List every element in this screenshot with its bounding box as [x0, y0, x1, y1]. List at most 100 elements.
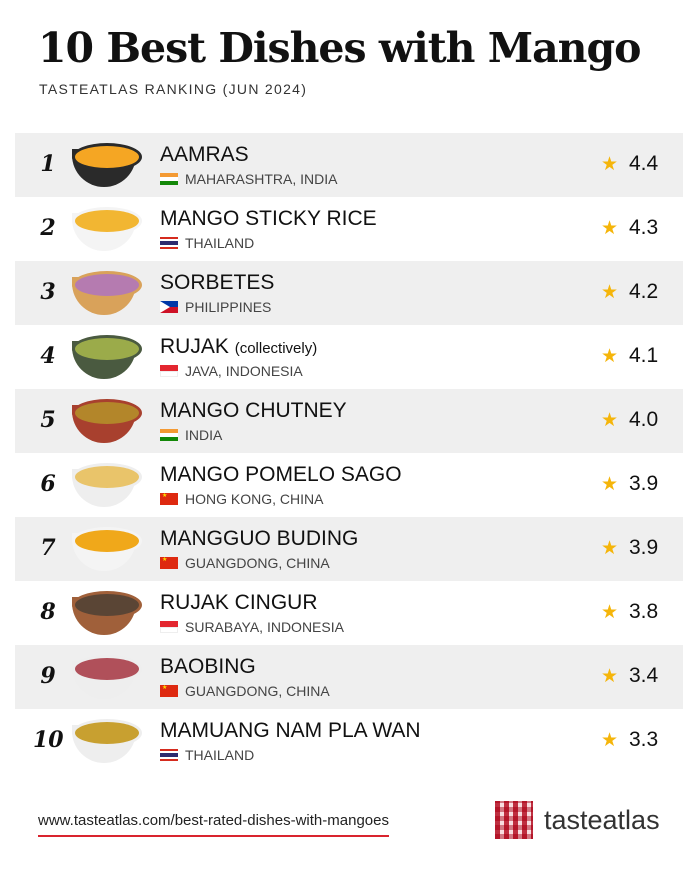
dish-row[interactable]: 1 AAMRAS MAHARASHTRA, INDIA ★ 4.4 [15, 133, 683, 197]
rating-value: 4.0 [629, 408, 659, 431]
rank-number: 8 [40, 599, 56, 625]
source-link[interactable]: www.tasteatlas.com/best-rated-dishes-wit… [38, 812, 389, 837]
dish-name-text: MAMUANG NAM PLA WAN [160, 719, 421, 742]
china-flag-icon: ★ [160, 557, 178, 569]
dish-image [70, 139, 142, 189]
dish-name-text: SORBETES [160, 271, 275, 294]
dish-image [70, 523, 142, 573]
logo-text: tasteatlas [544, 804, 660, 835]
dish-name-text: MANGO CHUTNEY [160, 399, 347, 422]
rank-number: 7 [40, 535, 56, 561]
dish-name-text: BAOBING [160, 655, 256, 678]
origin-text: INDIA [185, 427, 223, 443]
dish-row[interactable]: 3 SORBETES PHILIPPINES ★ 4.2 [15, 261, 683, 325]
dish-origin: ★ GUANGDONG, CHINA [160, 555, 330, 571]
rating-value: 3.3 [629, 728, 659, 751]
origin-text: GUANGDONG, CHINA [185, 683, 330, 699]
dish-image [70, 267, 142, 317]
dish-origin: PHILIPPINES [160, 299, 271, 315]
star-icon: ★ [601, 282, 619, 303]
dish-name[interactable]: RUJAK (collectively) [160, 335, 317, 359]
dish-name[interactable]: AAMRAS [160, 143, 249, 167]
dish-name[interactable]: MANGO CHUTNEY [160, 399, 347, 423]
star-icon: ★ [601, 410, 619, 431]
rank-number: 2 [40, 215, 56, 241]
rank-number: 6 [40, 471, 56, 497]
china-flag-icon: ★ [160, 685, 178, 697]
star-icon: ★ [601, 218, 619, 239]
dish-origin: THAILAND [160, 747, 254, 763]
dish-image [70, 715, 142, 765]
rank-number: 9 [40, 663, 56, 689]
dish-row[interactable]: 7 MANGGUO BUDING ★ GUANGDONG, CHINA ★ 3.9 [15, 517, 683, 581]
star-icon: ★ [601, 346, 619, 367]
rank-number: 1 [40, 151, 56, 177]
china-flag-icon: ★ [160, 493, 178, 505]
dish-origin: THAILAND [160, 235, 254, 251]
rank-number: 10 [33, 727, 64, 753]
dish-name-text: RUJAK CINGUR [160, 591, 318, 614]
philippines-flag-icon [160, 301, 178, 313]
star-icon: ★ [601, 538, 619, 559]
dish-image [70, 459, 142, 509]
dish-name[interactable]: MANGO POMELO SAGO [160, 463, 402, 487]
rank-number: 3 [40, 279, 56, 305]
dish-name-text: AAMRAS [160, 143, 249, 166]
dish-name[interactable]: RUJAK CINGUR [160, 591, 318, 615]
dish-list: 1 AAMRAS MAHARASHTRA, INDIA ★ 4.4 2 MANGO… [15, 133, 683, 773]
dish-origin: MAHARASHTRA, INDIA [160, 171, 337, 187]
india-flag-icon [160, 429, 178, 441]
dish-row[interactable]: 5 MANGO CHUTNEY INDIA ★ 4.0 [15, 389, 683, 453]
star-icon: ★ [601, 474, 619, 495]
dish-row[interactable]: 6 MANGO POMELO SAGO ★ HONG KONG, CHINA ★ … [15, 453, 683, 517]
dish-name[interactable]: MANGGUO BUDING [160, 527, 358, 551]
page-title: 10 Best Dishes with Mango [38, 24, 641, 72]
dish-image [70, 203, 142, 253]
dish-name[interactable]: MAMUANG NAM PLA WAN [160, 719, 421, 743]
dish-name[interactable]: BAOBING [160, 655, 256, 679]
rating-value: 4.4 [629, 152, 659, 175]
dish-row[interactable]: 9 BAOBING ★ GUANGDONG, CHINA ★ 3.4 [15, 645, 683, 709]
dish-name[interactable]: SORBETES [160, 271, 274, 295]
dish-origin: ★ GUANGDONG, CHINA [160, 683, 330, 699]
dish-origin: ★ HONG KONG, CHINA [160, 491, 323, 507]
dish-note: (collectively) [234, 340, 318, 357]
indonesia-flag-icon [160, 621, 178, 633]
dish-image [70, 395, 142, 445]
rating-value: 3.4 [629, 664, 659, 687]
dish-row[interactable]: 8 RUJAK CINGUR SURABAYA, INDONESIA ★ 3.8 [15, 581, 683, 645]
dish-image [70, 587, 142, 637]
dish-name-text: MANGO POMELO SAGO [160, 463, 402, 486]
origin-text: PHILIPPINES [185, 299, 272, 315]
rating-value: 3.9 [629, 472, 659, 495]
origin-text: GUANGDONG, CHINA [185, 555, 330, 571]
dish-origin: SURABAYA, INDONESIA [160, 619, 344, 635]
rating-value: 4.3 [629, 216, 659, 239]
star-icon: ★ [601, 602, 619, 623]
dish-name[interactable]: MANGO STICKY RICE [160, 207, 377, 231]
india-flag-icon [160, 173, 178, 185]
dish-origin: JAVA, INDONESIA [160, 363, 303, 379]
dish-name-text: MANGO STICKY RICE [160, 207, 377, 230]
origin-text: MAHARASHTRA, INDIA [185, 171, 338, 187]
origin-text: JAVA, INDONESIA [185, 363, 303, 379]
thailand-flag-icon [160, 749, 178, 761]
dish-name-text: MANGGUO BUDING [160, 527, 359, 550]
thailand-flag-icon [160, 237, 178, 249]
origin-text: SURABAYA, INDONESIA [185, 619, 344, 635]
indonesia-flag-icon [160, 365, 178, 377]
dish-row[interactable]: 4 RUJAK (collectively) JAVA, INDONESIA ★… [15, 325, 683, 389]
rating-value: 3.9 [629, 536, 659, 559]
star-icon: ★ [601, 666, 619, 687]
checkered-logo-icon [495, 801, 533, 839]
rating-value: 4.2 [629, 280, 659, 303]
rank-number: 5 [40, 407, 56, 433]
dish-image [70, 331, 142, 381]
origin-text: THAILAND [185, 747, 255, 763]
origin-text: HONG KONG, CHINA [185, 491, 324, 507]
dish-row[interactable]: 2 MANGO STICKY RICE THAILAND ★ 4.3 [15, 197, 683, 261]
tasteatlas-logo[interactable]: tasteatlas [495, 801, 660, 839]
page-subtitle: TASTEATLAS RANKING (JUN 2024) [39, 81, 308, 97]
dish-row[interactable]: 10 MAMUANG NAM PLA WAN THAILAND ★ 3.3 [15, 709, 683, 773]
